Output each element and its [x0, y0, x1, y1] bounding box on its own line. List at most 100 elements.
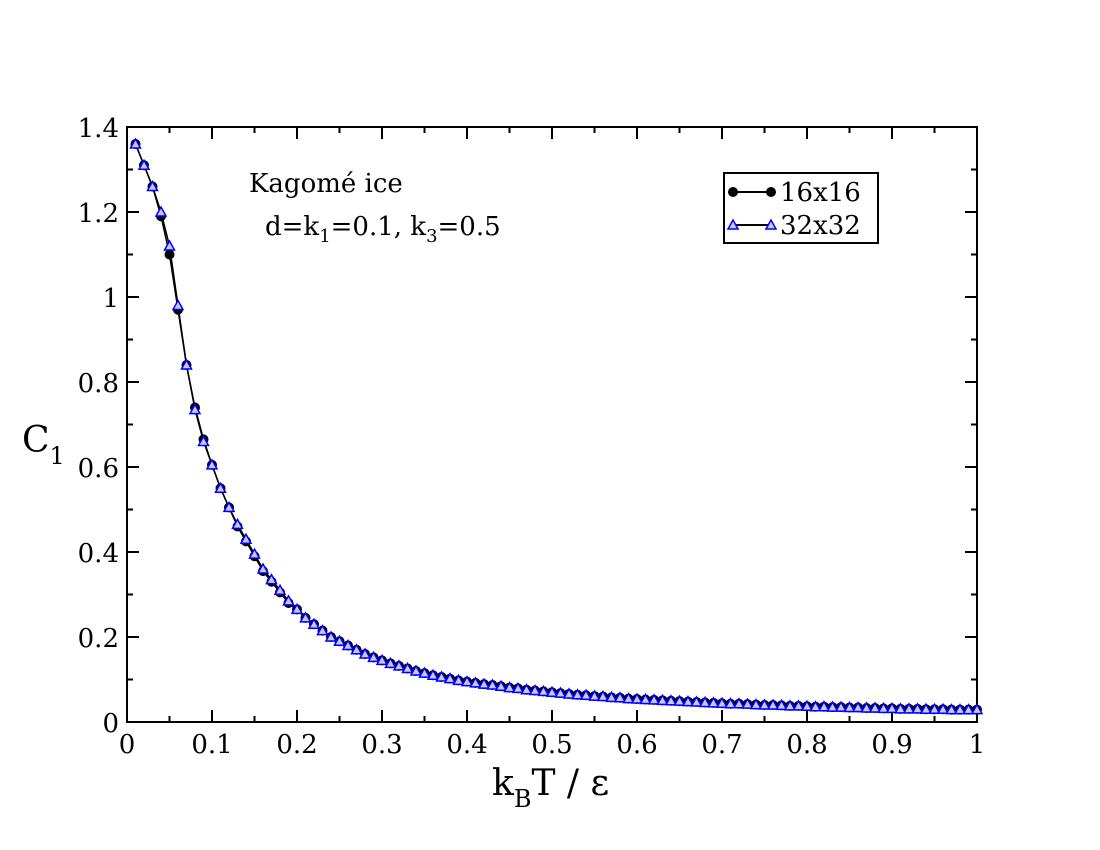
data-point [766, 698, 780, 710]
y-tick-label: 0.6 [78, 454, 119, 484]
data-point [520, 683, 533, 695]
data-point [350, 643, 363, 655]
data-point [698, 695, 712, 708]
data-point [809, 700, 822, 712]
data-point [129, 137, 142, 149]
data-point [188, 403, 202, 415]
data-point [758, 698, 771, 710]
x-tick-labels: 0 0.1 0.2 0.3 0.4 0.5 0.6 0.7 0.8 0.9 1 [119, 730, 986, 760]
data-point [936, 702, 950, 714]
data-point [945, 703, 958, 715]
data-point [962, 703, 975, 715]
data-point [537, 684, 550, 697]
data-point [851, 701, 865, 713]
data-point [834, 700, 848, 712]
legend-marker-0-a [728, 187, 738, 197]
data-point [724, 697, 737, 709]
data-point [622, 692, 635, 704]
data-point [792, 699, 805, 711]
data-point [154, 205, 168, 217]
data-point [299, 611, 312, 623]
data-point [775, 698, 788, 711]
legend-label-0: 16x16 [780, 178, 861, 208]
data-point [588, 689, 601, 701]
y-tick-label: 0.2 [78, 624, 119, 654]
axis-title-text: C [22, 420, 50, 461]
x-tick-label: 0.5 [531, 730, 572, 760]
data-point [486, 678, 499, 690]
data-point [783, 699, 797, 711]
data-point [282, 594, 295, 606]
axis-title-subscript: B [514, 785, 532, 813]
data-point [817, 700, 831, 712]
data-point [919, 702, 933, 714]
data-point [843, 701, 856, 713]
data-point [205, 458, 219, 470]
y-axis-title: C1 [22, 420, 65, 470]
data-point [401, 661, 414, 674]
data-point [579, 688, 593, 700]
x-tick-label: 0.7 [701, 730, 742, 760]
data-point [443, 672, 457, 684]
x-axis-title: kBT / ε [492, 763, 609, 813]
data-point [316, 624, 329, 636]
data-point [953, 703, 967, 715]
legend-box [723, 172, 879, 244]
series-line [134, 143, 977, 711]
data-point [137, 158, 151, 170]
data-point [928, 702, 941, 714]
data-point [902, 702, 916, 714]
data-point [460, 675, 474, 687]
y-tick-label: 1 [102, 284, 119, 314]
x-tick-label: 1 [969, 730, 986, 760]
y-tick-labels: 0 0.2 0.4 0.6 0.8 1 1.2 1.4 [78, 114, 119, 739]
data-point [545, 685, 559, 697]
data-point [511, 681, 525, 694]
data-point [970, 703, 984, 715]
data-point [741, 697, 754, 709]
data-point [384, 656, 397, 669]
data-point [630, 692, 644, 704]
data-point [248, 547, 261, 559]
annotation-subscript: 3 [426, 226, 437, 247]
data-point [180, 358, 193, 370]
data-point [358, 647, 372, 659]
x-tick-label: 0.8 [786, 730, 827, 760]
data-point [664, 694, 678, 706]
data-point [647, 693, 661, 705]
data-point [732, 697, 746, 709]
data-point [613, 691, 627, 703]
x-tick-label: 0.9 [871, 730, 912, 760]
data-point [690, 695, 703, 707]
data-point [239, 532, 253, 544]
data-point [877, 701, 890, 714]
legend-marker-0-b [766, 187, 776, 197]
data-point [494, 679, 508, 692]
data-point [800, 699, 814, 712]
data-point [197, 434, 210, 447]
x-tick-label: 0.3 [361, 730, 402, 760]
data-point [911, 702, 924, 714]
data-point [418, 666, 431, 678]
data-point [503, 681, 516, 693]
annotation-text: =0.5 [438, 212, 501, 242]
axis-title-text: k [492, 763, 515, 804]
data-point [469, 676, 482, 688]
data-point [528, 684, 542, 696]
data-point [826, 700, 839, 712]
annotation-text: d=k [265, 212, 319, 242]
data-point [868, 701, 882, 713]
data-point [571, 688, 584, 700]
data-point [214, 481, 227, 493]
data-point [290, 602, 304, 615]
data-point [146, 179, 159, 192]
data-point [231, 517, 244, 530]
data-point [409, 664, 423, 676]
data-point [681, 695, 695, 707]
annotation-subscript: 1 [319, 226, 330, 247]
data-point [707, 696, 720, 708]
data-point [605, 690, 618, 703]
data-point [860, 701, 873, 713]
y-tick-label: 1.2 [78, 199, 119, 229]
